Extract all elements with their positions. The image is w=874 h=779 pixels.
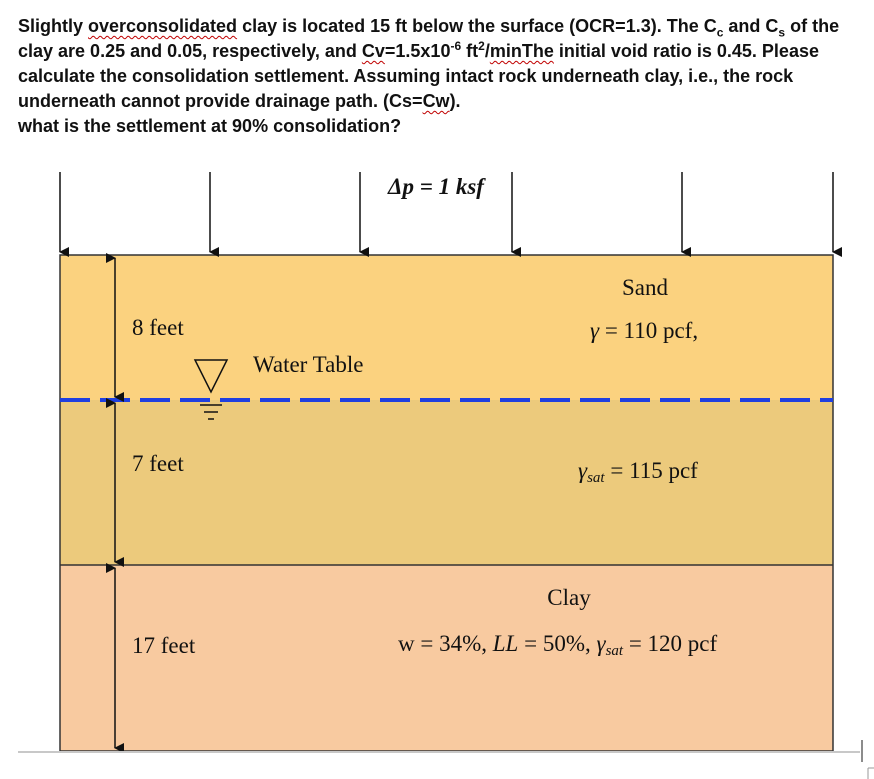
- clay-properties: w = 34%, LL = 50%, γsat = 120 pcf: [398, 631, 718, 659]
- text-run: of the clay are 0.25 and 0.05, respectiv…: [18, 16, 840, 61]
- clay-layer: [60, 565, 833, 751]
- unit-weight: γ = 110 pcf,: [590, 318, 698, 343]
- subscript: sat: [587, 470, 605, 486]
- text-run: = 115 pcf: [605, 458, 699, 483]
- text-run: ).: [449, 91, 461, 111]
- symbol: γ: [578, 458, 588, 483]
- superscript: -6: [450, 39, 462, 53]
- subscript: sat: [606, 643, 624, 659]
- superscript: 2: [478, 39, 485, 53]
- text-run: = 120 pcf: [623, 631, 717, 656]
- layer-name: Clay: [547, 585, 591, 610]
- text-run: = 110 pcf,: [599, 318, 698, 343]
- text-run: ft: [461, 41, 479, 61]
- symbol: γ: [596, 631, 606, 656]
- layer-name: Sand: [622, 275, 669, 300]
- thickness-label: 17 feet: [132, 633, 196, 658]
- question: what is the settlement at 90% consolidat…: [18, 116, 402, 136]
- sand-layer: [60, 255, 833, 400]
- unit-weight: γsat = 115 pcf: [578, 458, 698, 486]
- text-run: /: [484, 41, 490, 61]
- text-run: overconsolidated: [88, 16, 238, 36]
- subscript: s: [778, 25, 786, 40]
- corner-mark: [867, 767, 874, 779]
- water-table-symbol: [193, 359, 229, 420]
- text-run: and C: [723, 16, 779, 36]
- load-arrows: [59, 172, 842, 257]
- subscript: c: [716, 25, 724, 40]
- saturated-sand-layer: [60, 400, 833, 565]
- symbol: γ: [590, 318, 600, 343]
- water-table-label: Water Table: [253, 352, 363, 377]
- load-label: Δp = 1 ksf: [387, 174, 486, 199]
- thickness-label: 7 feet: [132, 451, 184, 476]
- thickness-label: 8 feet: [132, 315, 184, 340]
- text-run: minThe: [489, 41, 554, 61]
- text-run: clay is located 15 ft below the surface …: [237, 16, 717, 36]
- problem-text: Slightly overconsolidated clay is locate…: [18, 14, 858, 139]
- text-run: Cw: [422, 91, 450, 111]
- text-run: Cv: [361, 41, 385, 61]
- text-run: Slightly: [18, 16, 89, 36]
- text-run: =1.5x10: [384, 41, 451, 61]
- triangle: [193, 359, 229, 394]
- text-run: initial void ratio is 0.45. Please calcu…: [18, 41, 819, 111]
- text-run: w = 34%,: [398, 631, 493, 656]
- text-run: = 50%,: [518, 631, 596, 656]
- text-run: LL: [492, 631, 519, 656]
